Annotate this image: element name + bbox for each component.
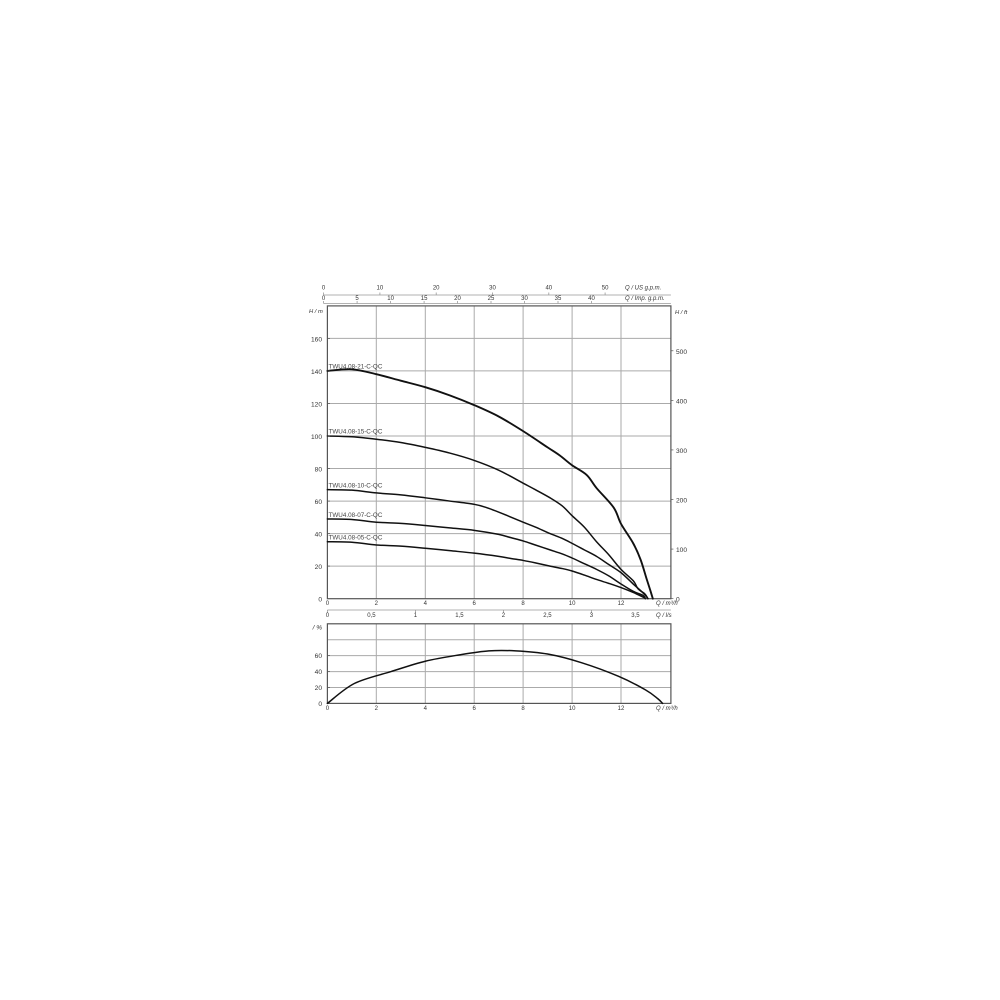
svg-text:80: 80 <box>315 467 323 474</box>
svg-text:10: 10 <box>377 286 384 292</box>
svg-text:60: 60 <box>315 499 323 506</box>
svg-text:0: 0 <box>318 701 322 708</box>
svg-text:60: 60 <box>315 653 323 660</box>
svg-text:400: 400 <box>676 398 687 405</box>
svg-text:30: 30 <box>521 296 528 302</box>
svg-text:12: 12 <box>618 601 625 607</box>
svg-text:20: 20 <box>454 296 461 302</box>
svg-text:0,5: 0,5 <box>367 613 376 619</box>
svg-text:TWU4.08-07-C-QC: TWU4.08-07-C-QC <box>329 512 383 519</box>
svg-text:40: 40 <box>545 286 552 292</box>
svg-text:Q / m³/h: Q / m³/h <box>656 601 678 607</box>
svg-text:30: 30 <box>489 286 496 292</box>
svg-text:40: 40 <box>588 296 595 302</box>
svg-text:12: 12 <box>618 706 625 712</box>
svg-text:300: 300 <box>676 448 687 455</box>
svg-text:TWU4.08-21-C-QC: TWU4.08-21-C-QC <box>329 364 383 371</box>
svg-text:TWU4.08-10-C-QC: TWU4.08-10-C-QC <box>329 483 383 490</box>
svg-text:Q / m³/h: Q / m³/h <box>656 706 678 712</box>
svg-text:Q / US g.p.m.: Q / US g.p.m. <box>625 286 661 292</box>
svg-text:500: 500 <box>676 349 687 356</box>
svg-text:TWU4.08-15-C-QC: TWU4.08-15-C-QC <box>329 429 383 436</box>
svg-text:3,5: 3,5 <box>631 613 640 619</box>
svg-text:10: 10 <box>569 601 576 607</box>
svg-text:Q / l/s: Q / l/s <box>656 613 672 619</box>
svg-text:200: 200 <box>676 498 687 505</box>
svg-text:100: 100 <box>311 434 322 441</box>
svg-text:TWU4.08-05-C-QC: TWU4.08-05-C-QC <box>329 535 383 542</box>
svg-text:20: 20 <box>315 685 323 692</box>
svg-text:10: 10 <box>569 706 576 712</box>
svg-text:Q / Imp. g.p.m.: Q / Imp. g.p.m. <box>625 296 665 302</box>
svg-text:15: 15 <box>421 296 428 302</box>
svg-text:40: 40 <box>315 532 323 539</box>
svg-text:100: 100 <box>676 547 687 554</box>
svg-text:140: 140 <box>311 369 322 376</box>
svg-text:0: 0 <box>676 597 680 604</box>
svg-text:50: 50 <box>602 286 609 292</box>
svg-text:35: 35 <box>555 296 562 302</box>
svg-text:H / m: H / m <box>309 309 323 315</box>
svg-text:20: 20 <box>433 286 440 292</box>
svg-text:0: 0 <box>318 597 322 604</box>
svg-text:1,5: 1,5 <box>455 613 464 619</box>
svg-text:40: 40 <box>315 669 323 676</box>
svg-text:25: 25 <box>488 296 495 302</box>
svg-text:H / ft: H / ft <box>675 310 688 316</box>
svg-text:160: 160 <box>311 336 322 343</box>
svg-text:/ %: / % <box>312 625 323 632</box>
svg-text:2,5: 2,5 <box>543 613 552 619</box>
svg-text:20: 20 <box>315 564 323 571</box>
svg-text:10: 10 <box>387 296 394 302</box>
svg-text:120: 120 <box>311 402 322 409</box>
